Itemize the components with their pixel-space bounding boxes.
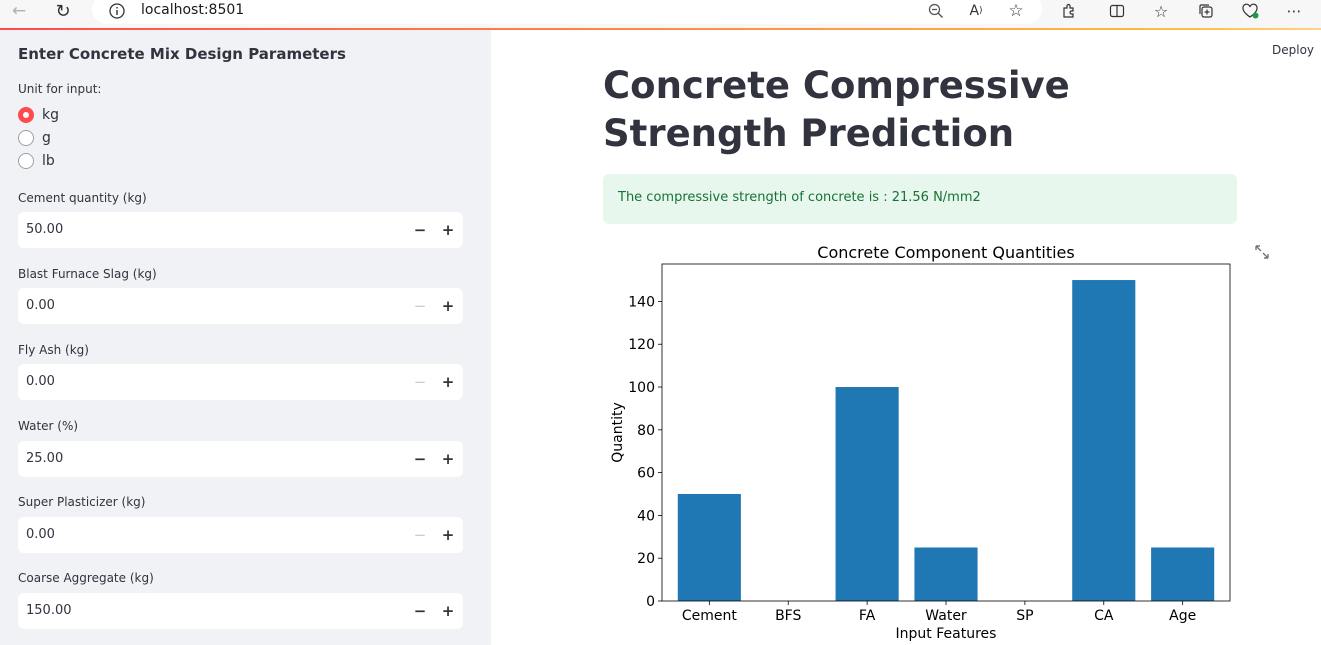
x-tick-label: Cement: [682, 608, 738, 624]
split-screen-icon[interactable]: [1106, 0, 1128, 22]
coarse-aggregate-value[interactable]: 150.00: [26, 603, 72, 618]
y-tick-label: 100: [628, 380, 655, 396]
coarse-aggregate-input[interactable]: 150.00 − +: [18, 593, 463, 629]
cement-increment-button[interactable]: +: [441, 221, 455, 239]
fly-ash-value[interactable]: 0.00: [26, 374, 55, 389]
y-tick-label: 20: [637, 551, 655, 567]
sidebar: Enter Concrete Mix Design Parameters Uni…: [0, 30, 491, 645]
favorites-icon[interactable]: ☆: [1153, 1, 1169, 21]
water-input[interactable]: 25.00 − +: [18, 441, 463, 477]
plasticizer-input[interactable]: 0.00 − +: [18, 517, 463, 553]
collections-icon[interactable]: [1195, 0, 1217, 22]
radio-checked-icon[interactable]: [18, 107, 34, 123]
radio-label: lb: [42, 153, 55, 169]
url-text[interactable]: localhost:8501: [141, 2, 245, 18]
result-alert: The compressive strength of concrete is …: [603, 174, 1237, 224]
y-tick-label: 60: [637, 466, 655, 482]
bar-water: [914, 547, 978, 601]
fly-ash-label: Fly Ash (kg): [18, 343, 89, 357]
y-tick-label: 40: [637, 508, 655, 524]
bar-cement: [677, 494, 741, 601]
radio-unchecked-icon[interactable]: [18, 130, 34, 146]
sidebar-header: Enter Concrete Mix Design Parameters: [18, 45, 346, 63]
y-tick-label: 80: [637, 423, 655, 439]
browser-toolbar: ← ↻ localhost:8501 A) ☆ ☆ ⋯: [0, 0, 1321, 29]
fly-ash-increment-button[interactable]: +: [441, 373, 455, 391]
result-text: The compressive strength of concrete is …: [618, 190, 981, 205]
fullscreen-icon[interactable]: [1253, 243, 1271, 261]
x-tick-label: FA: [859, 608, 876, 624]
read-aloud-icon[interactable]: A): [969, 3, 983, 19]
cement-input[interactable]: 50.00 − +: [18, 212, 463, 248]
slag-label: Blast Furnace Slag (kg): [18, 267, 157, 281]
bar-ca: [1072, 280, 1136, 601]
favorite-icon[interactable]: ☆: [1008, 1, 1024, 21]
plasticizer-decrement-button[interactable]: −: [413, 526, 427, 544]
radio-option-kg[interactable]: kg: [18, 106, 59, 124]
radio-label: kg: [42, 107, 59, 123]
address-bar[interactable]: [92, 0, 1042, 24]
y-tick-label: 0: [646, 594, 655, 610]
fly-ash-input[interactable]: 0.00 − +: [18, 364, 463, 400]
zoom-out-icon[interactable]: [926, 0, 946, 22]
water-decrement-button[interactable]: −: [413, 450, 427, 468]
more-icon[interactable]: ⋯: [1286, 2, 1302, 20]
cement-label: Cement quantity (kg): [18, 191, 147, 205]
bar-fa: [835, 387, 899, 601]
coarse-aggregate-label: Coarse Aggregate (kg): [18, 571, 154, 585]
slag-increment-button[interactable]: +: [441, 297, 455, 315]
slag-value[interactable]: 0.00: [26, 298, 55, 313]
fly-ash-decrement-button[interactable]: −: [413, 373, 427, 391]
x-tick-label: Water: [925, 608, 967, 624]
page-title: Concrete Compressive Strength Prediction: [603, 64, 1070, 155]
y-tick-label: 140: [628, 294, 655, 310]
deploy-button[interactable]: Deploy: [1272, 43, 1315, 57]
cement-value[interactable]: 50.00: [26, 222, 64, 237]
radio-label: g: [42, 130, 51, 146]
bar-chart: Concrete Component Quantities Cement BFS FA…: [595, 236, 1245, 645]
top-decoration-bar: [0, 28, 1321, 30]
extensions-icon[interactable]: [1058, 0, 1080, 22]
chart-title: Concrete Component Quantities: [817, 243, 1074, 262]
radio-unchecked-icon[interactable]: [18, 153, 34, 169]
y-axis-label: Quantity: [610, 402, 626, 463]
slag-decrement-button[interactable]: −: [413, 297, 427, 315]
plasticizer-increment-button[interactable]: +: [441, 526, 455, 544]
water-value[interactable]: 25.00: [26, 451, 64, 466]
water-label: Water (%): [18, 419, 79, 433]
site-info-icon[interactable]: [108, 0, 126, 22]
refresh-icon[interactable]: ↻: [55, 0, 71, 22]
x-tick-label: CA: [1094, 608, 1114, 624]
radio-option-g[interactable]: g: [18, 129, 51, 147]
plasticizer-value[interactable]: 0.00: [26, 527, 55, 542]
x-tick-label: Age: [1169, 608, 1196, 624]
back-icon[interactable]: ←: [11, 1, 27, 21]
coarse-aggregate-increment-button[interactable]: +: [441, 602, 455, 620]
x-axis-label: Input Features: [896, 626, 997, 642]
coarse-aggregate-decrement-button[interactable]: −: [413, 602, 427, 620]
water-increment-button[interactable]: +: [441, 450, 455, 468]
slag-input[interactable]: 0.00 − +: [18, 288, 463, 324]
browser-essentials-icon[interactable]: [1239, 0, 1261, 22]
x-tick-label: BFS: [775, 608, 801, 624]
y-tick-label: 120: [628, 337, 655, 353]
plasticizer-label: Super Plasticizer (kg): [18, 495, 146, 509]
radio-option-lb[interactable]: lb: [18, 152, 55, 170]
x-tick-label: SP: [1016, 608, 1033, 624]
unit-label: Unit for input:: [18, 82, 102, 96]
plot-frame: [661, 263, 1231, 602]
bar-age: [1151, 547, 1215, 601]
cement-decrement-button[interactable]: −: [413, 221, 427, 239]
